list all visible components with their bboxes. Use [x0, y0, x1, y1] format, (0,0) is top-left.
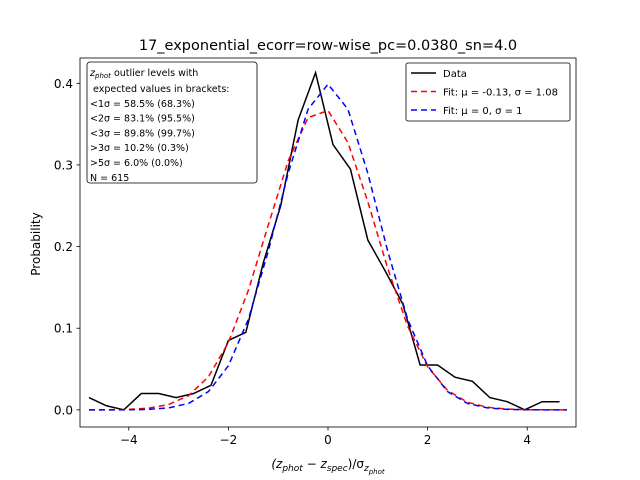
x-tick-label: −4: [120, 433, 138, 447]
annotation-line: <2σ = 83.1% (95.5%): [90, 114, 195, 125]
legend-label: Fit: μ = 0, σ = 1: [443, 106, 523, 117]
annotation-line: <3σ = 89.8% (99.7%): [90, 128, 195, 139]
plot-frame: [79, 57, 577, 428]
annotation-line: >5σ = 6.0% (0.0%): [90, 158, 183, 169]
series-line: [88, 83, 568, 411]
chart-title: 17_exponential_ecorr=row-wise_pc=0.0380_…: [139, 38, 517, 54]
x-axis-label-part: z: [363, 464, 369, 474]
y-axis-label: Probability: [29, 212, 43, 275]
x-axis-label-part: spec: [327, 464, 348, 474]
annotation-line: expected values in brackets:: [90, 84, 230, 95]
series-line: [88, 109, 568, 411]
x-axis-label-part: (z: [271, 457, 283, 471]
x-tick-label: 2: [424, 433, 432, 447]
x-tick-label: 0: [324, 433, 332, 447]
x-tick-label: 4: [523, 433, 531, 447]
annotation-head-text: outlier levels with: [111, 68, 198, 79]
annotation-symbol: z: [89, 68, 96, 79]
y-tick-label: 0.1: [54, 322, 73, 336]
legend-label: Fit: μ = -0.13, σ = 1.08: [443, 88, 558, 99]
y-tick-label: 0.2: [54, 240, 73, 254]
x-tick-label: −2: [220, 433, 238, 447]
x-axis-label-part: phot: [368, 468, 385, 476]
x-axis-label: (zphot − zspec)/σzphot: [271, 457, 385, 476]
x-axis-label-part: )/σ: [348, 457, 365, 471]
annotation-box: [86, 61, 258, 184]
y-tick-label: 0.0: [54, 403, 73, 417]
y-tick-label: 0.3: [54, 158, 73, 172]
legend-box: [405, 62, 571, 122]
annotation-line: N = 615: [90, 173, 129, 184]
annotation-line: <1σ = 58.5% (68.3%): [90, 99, 195, 110]
annotation-head: zphot outlier levels with: [89, 68, 198, 80]
annotation-subscript: phot: [94, 72, 111, 80]
y-tick-label: 0.4: [54, 77, 73, 91]
legend-label: Data: [443, 69, 467, 80]
x-axis-label-part: phot: [281, 464, 303, 474]
series-line: [88, 70, 560, 411]
x-axis-label-part: − z: [303, 457, 328, 471]
annotation-line: >3σ = 10.2% (0.3%): [90, 143, 189, 154]
